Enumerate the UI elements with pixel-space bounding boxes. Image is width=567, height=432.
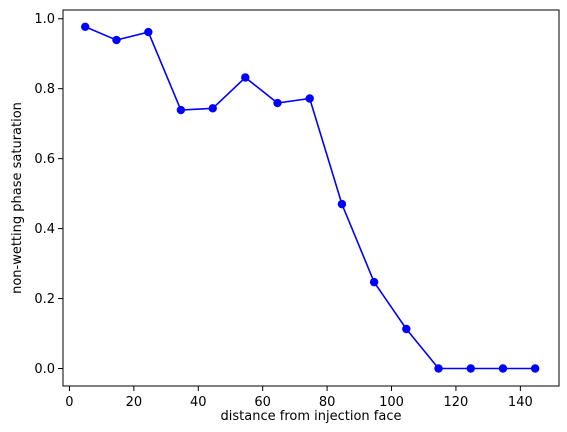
data-point [176, 105, 186, 115]
x-axis: 0 20 40 60 80 100 120 140 [65, 386, 533, 410]
x-tick-label: 40 [190, 395, 207, 410]
data-point [337, 199, 347, 209]
data-point [208, 104, 217, 113]
x-tick-label: 20 [126, 395, 143, 410]
y-axis-label: non-wetting phase saturation [10, 102, 25, 294]
x-tick-label: 80 [319, 395, 336, 410]
series-layer [81, 22, 540, 373]
data-point [241, 73, 250, 82]
y-tick-label: 0.8 [34, 82, 55, 97]
y-axis: 0.0 0.2 0.4 0.6 0.8 1.0 [34, 12, 63, 377]
data-point [369, 277, 379, 287]
x-tick-label: 140 [508, 395, 533, 410]
data-point [81, 22, 90, 31]
y-tick-label: 0.0 [34, 362, 55, 377]
data-point [498, 364, 508, 373]
data-point [273, 98, 282, 108]
y-tick-label: 0.6 [34, 152, 55, 167]
data-point [434, 364, 443, 373]
x-axis-label: distance from injection face [221, 409, 402, 424]
series-line [84, 26, 536, 370]
plot-frame [62, 9, 560, 387]
data-point [402, 324, 411, 334]
y-tick-label: 1.0 [34, 12, 55, 27]
y-tick-label: 0.4 [34, 222, 55, 237]
data-point [305, 94, 314, 103]
y-tick-label: 0.2 [34, 292, 55, 307]
data-point [530, 364, 540, 373]
data-point [112, 35, 121, 45]
x-tick-label: 120 [444, 395, 469, 410]
data-point [144, 27, 153, 37]
x-tick-label: 0 [65, 395, 73, 410]
x-tick-label: 60 [254, 395, 271, 410]
data-point [466, 364, 475, 373]
x-tick-label: 100 [379, 395, 404, 410]
